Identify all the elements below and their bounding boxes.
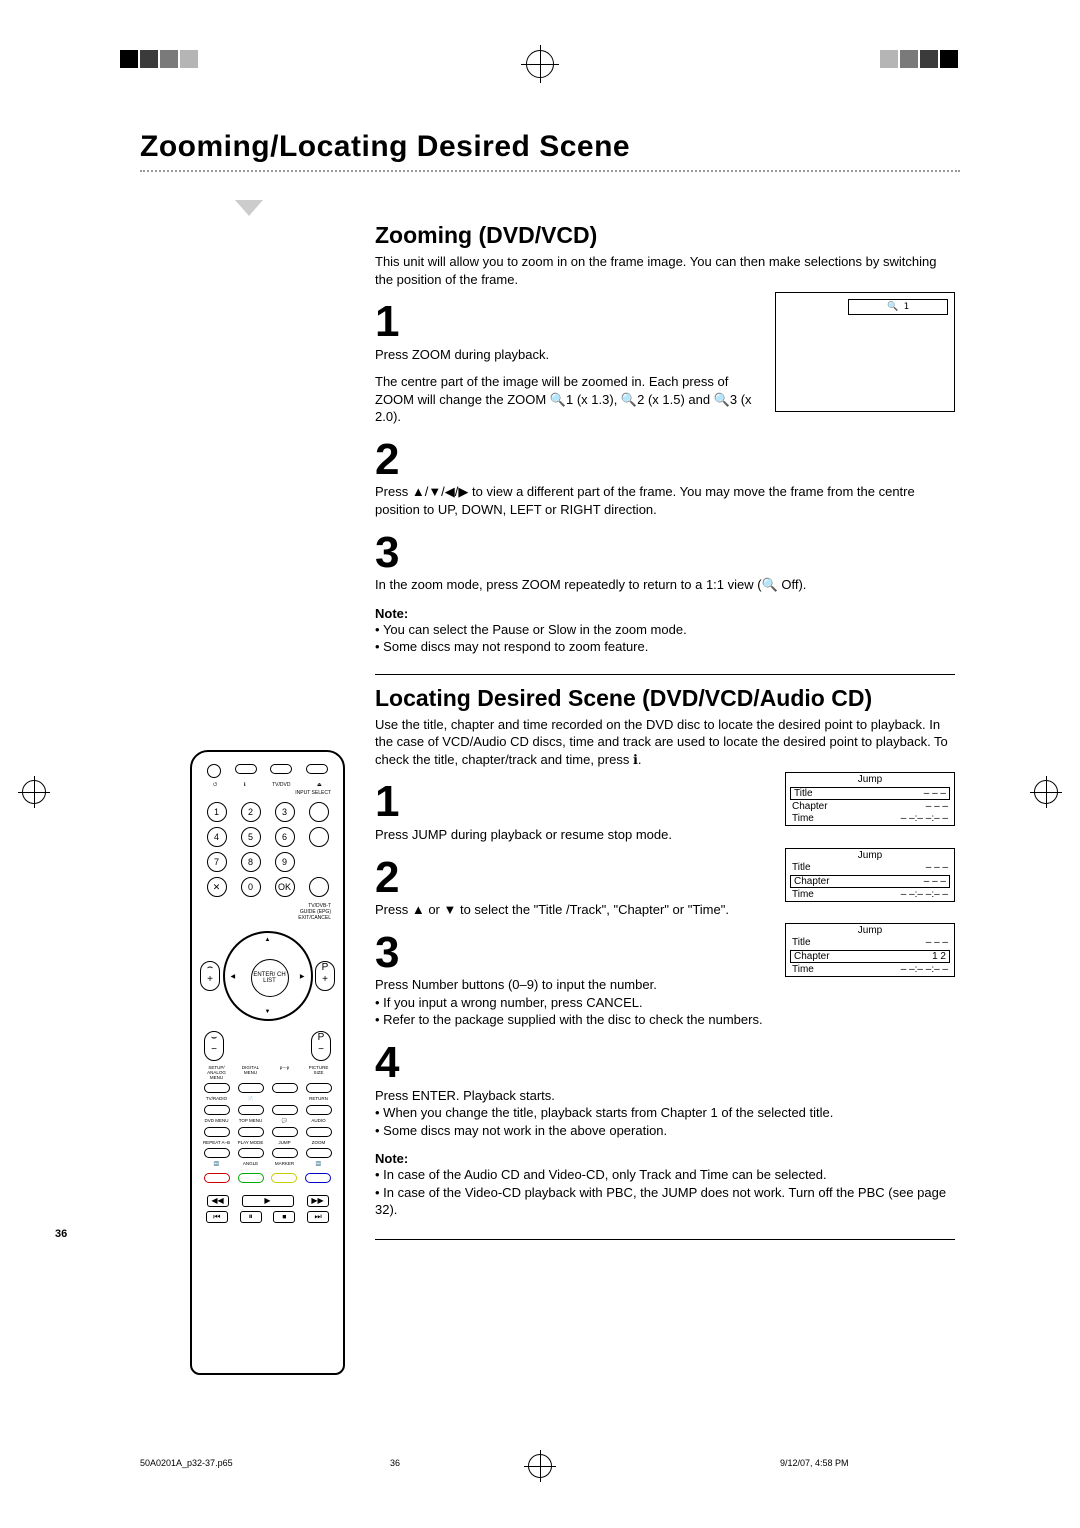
loc-step-3: Press Number buttons (0–9) to input the …	[375, 976, 765, 994]
registration-mark-icon	[526, 50, 554, 78]
note-list: In case of the Audio CD and Video-CD, on…	[375, 1166, 955, 1219]
osd-jump-box: Jump Title– – – Chapter– – – Time– –:– –…	[785, 848, 955, 902]
dpad-icon: ENTER/ CH LIST ▲ ▼ ◀ ▶	[223, 931, 313, 1021]
registration-mark-icon	[22, 780, 46, 804]
step-number: 1	[375, 782, 765, 822]
page-title: Zooming/Locating Desired Scene	[140, 130, 960, 164]
step-4-bullets: When you change the title, playback star…	[375, 1104, 955, 1139]
page-number: 36	[55, 1228, 67, 1240]
step-3: In the zoom mode, press ZOOM repeatedly …	[375, 576, 955, 594]
osd-jump-box: Jump Title– – – Chapter1 2 Time– –:– –:–…	[785, 923, 955, 977]
step-number: 4	[375, 1043, 955, 1083]
step-1a: Press ZOOM during playback.	[375, 346, 755, 364]
step-2: Press ▲/▼/◀/▶ to view a different part o…	[375, 483, 955, 518]
step-number: 2	[375, 858, 765, 898]
step-3-bullets: If you input a wrong number, press CANCE…	[375, 994, 765, 1029]
osd-zoom-box: 🔍 1	[775, 292, 955, 412]
step-number: 2	[375, 440, 955, 480]
crop-marks-top	[0, 50, 1080, 90]
step-1b: The centre part of the image will be zoo…	[375, 373, 755, 426]
loc-step-4: Press ENTER. Playback starts.	[375, 1087, 955, 1105]
divider	[375, 674, 955, 675]
note-heading: Note:	[375, 606, 955, 621]
step-number: 1	[375, 302, 755, 342]
divider	[375, 1239, 955, 1240]
note-list: You can select the Pause or Slow in the …	[375, 621, 955, 656]
zooming-intro: This unit will allow you to zoom in on t…	[375, 253, 955, 288]
remote-control-illustration: ⏻ℹTV/DVD⏏ INPUT SELECT 123 456 789 ✕0OK …	[190, 750, 345, 1375]
loc-step-1: Press JUMP during playback or resume sto…	[375, 826, 765, 844]
osd-zoom-label: 🔍 1	[848, 299, 948, 315]
step-number: 3	[375, 533, 955, 573]
arrow-down-icon	[235, 200, 263, 216]
locating-heading: Locating Desired Scene (DVD/VCD/Audio CD…	[375, 685, 955, 712]
locating-intro: Use the title, chapter and time recorded…	[375, 716, 955, 769]
zooming-heading: Zooming (DVD/VCD)	[375, 222, 955, 249]
print-footer: 50A0201A_p32-37.p65 36 9/12/07, 4:58 PM	[140, 1458, 960, 1468]
divider	[140, 170, 960, 172]
loc-step-2: Press ▲ or ▼ to select the "Title /Track…	[375, 901, 765, 919]
step-number: 3	[375, 933, 765, 973]
registration-mark-icon	[1034, 780, 1058, 804]
osd-jump-box: Jump Title– – – Chapter– – – Time– –:– –…	[785, 772, 955, 826]
note-heading: Note:	[375, 1151, 955, 1166]
